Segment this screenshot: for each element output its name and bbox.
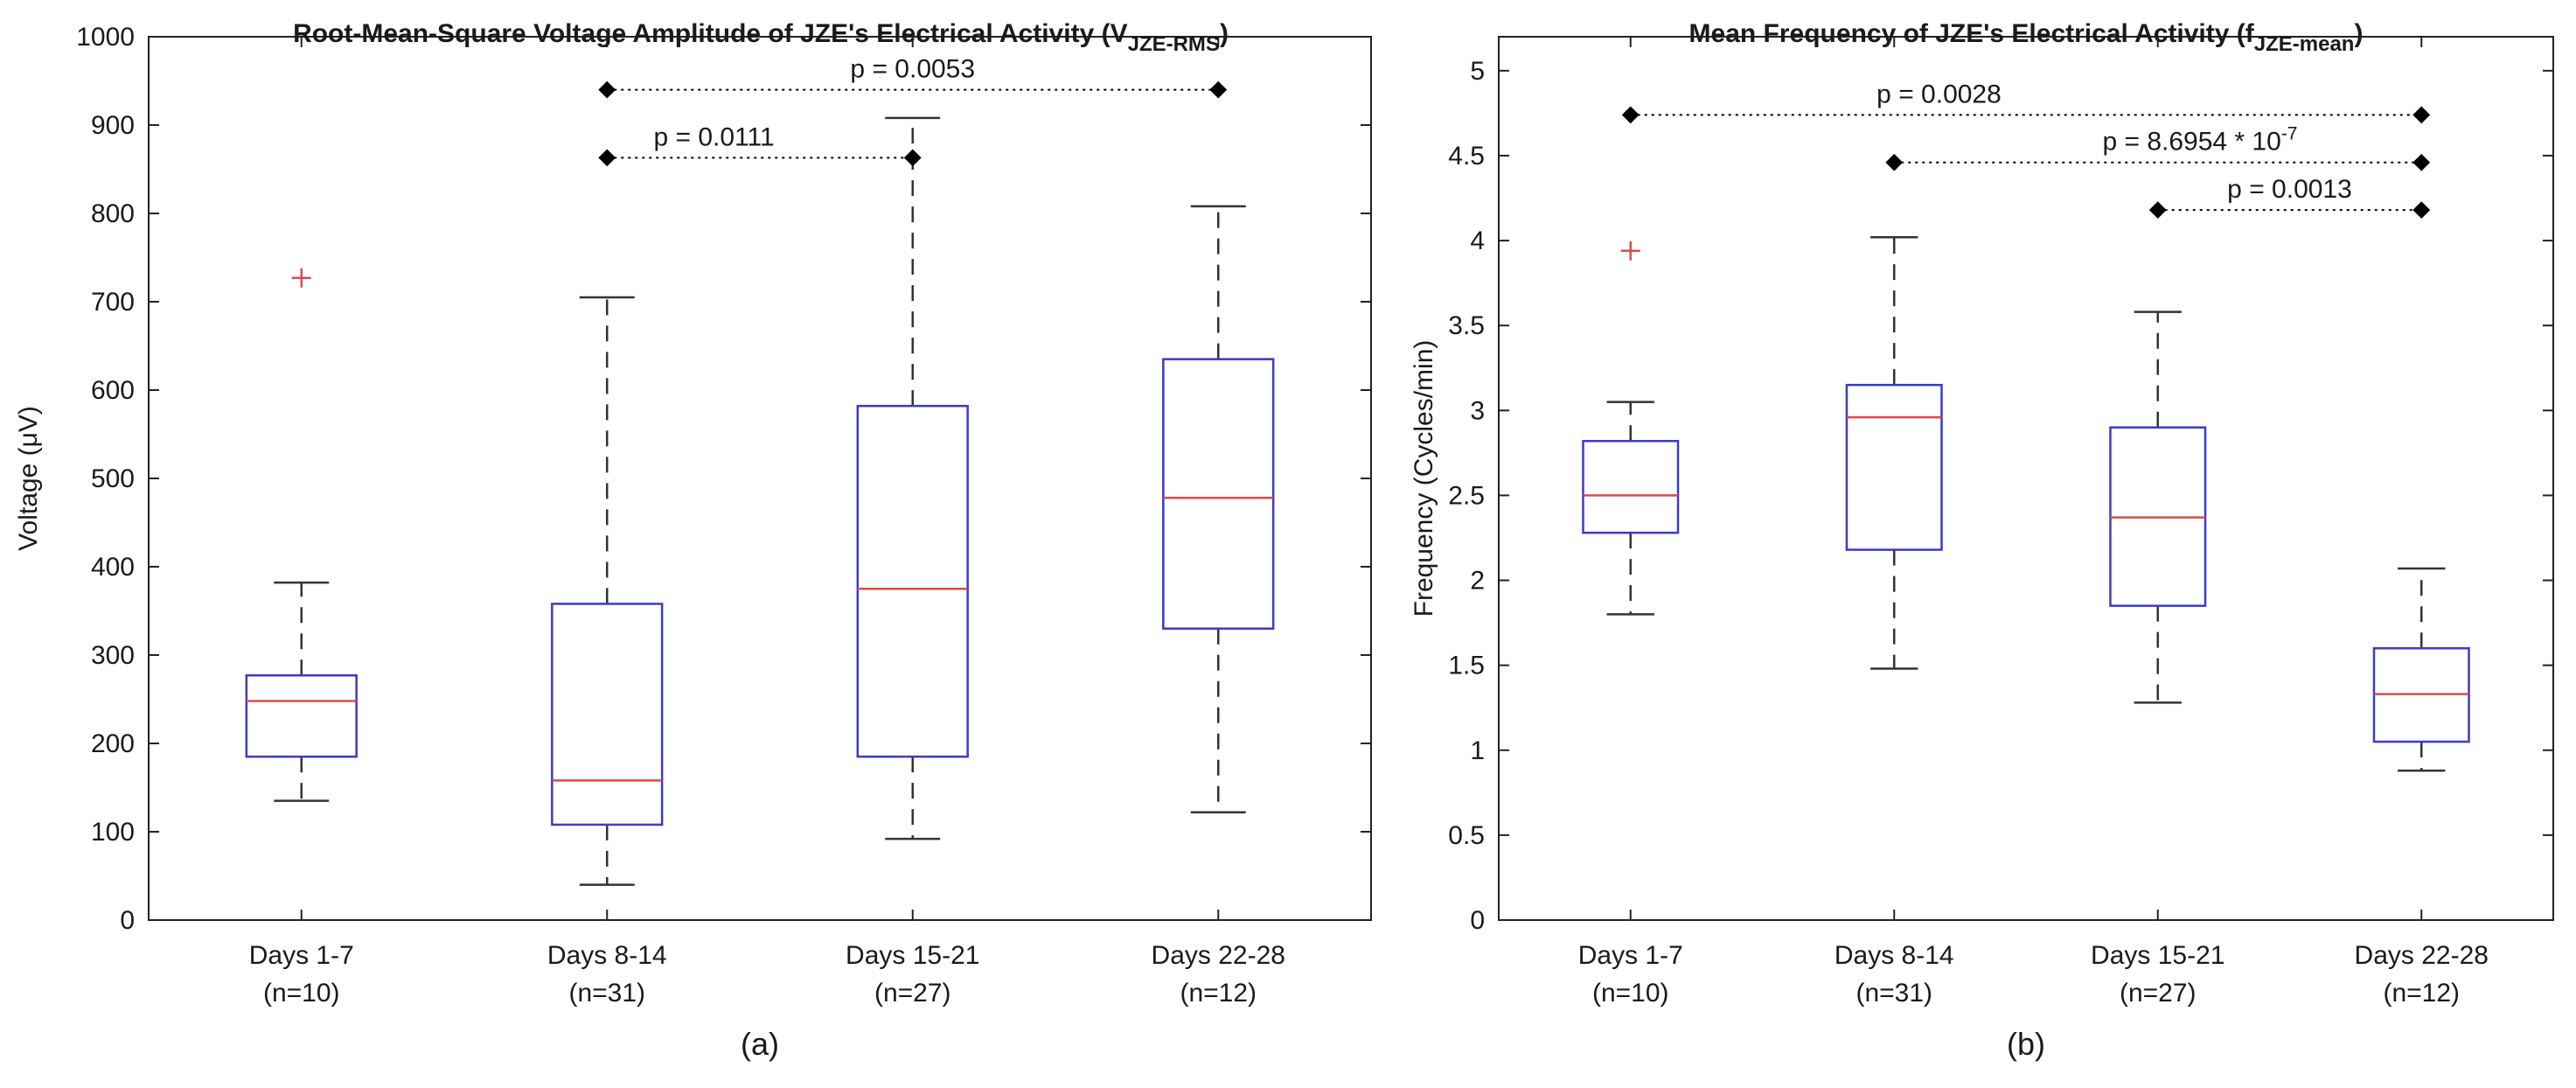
p-value-label: p = 0.0013: [2227, 175, 2352, 204]
x-tick-label: Days 22-28: [1152, 941, 1285, 970]
iqr-box: [1845, 383, 1943, 551]
x-tick-label: Days 15-21: [2091, 941, 2224, 970]
x-count-label: (n=31): [1855, 979, 1932, 1008]
iqr-box: [551, 603, 664, 826]
x-count-label: (n=27): [874, 979, 951, 1008]
x-count-label: (n=10): [263, 979, 340, 1008]
box-3: [856, 116, 969, 840]
significance-marker: [1209, 80, 1228, 99]
y-tick-label: 200: [91, 729, 135, 758]
y-tick-label: 500: [91, 464, 135, 493]
y-tick-label: 2: [1470, 567, 1485, 596]
panel-label: (a): [741, 1026, 779, 1062]
y-tick-label: 4: [1470, 227, 1485, 255]
y-axis-label: Voltage (μV): [14, 406, 43, 551]
significance-marker: [2412, 153, 2431, 171]
y-tick-label: 5: [1470, 57, 1485, 86]
box-4: [1162, 205, 1275, 814]
significance-marker: [903, 149, 922, 167]
y-axis-label: Frequency (Cycles/min): [1410, 340, 1438, 617]
x-count-label: (n=27): [2120, 979, 2197, 1008]
chart-panel-a: 0 100 200 300 400 500 600 700 800 900 1000 Days 1-7…: [14, 19, 1372, 1062]
box-1: [245, 268, 358, 802]
panel-label: (b): [2007, 1026, 2045, 1062]
y-tick-label: 0: [1470, 906, 1485, 935]
box-2: [551, 296, 664, 886]
x-tick-label: Days 1-7: [1578, 941, 1683, 970]
p-value-label: p = 8.6954 * 10-7: [2102, 124, 2297, 157]
significance-bracket-1: p = 0.0053: [598, 55, 1228, 99]
y-tick-label: 0: [120, 906, 135, 935]
y-tick-label: 400: [91, 553, 135, 582]
x-count-label: (n=12): [2383, 979, 2460, 1008]
title-close: ): [2354, 19, 2363, 48]
p-value-label: p = 0.0028: [1876, 80, 2002, 108]
plot-frame: [148, 36, 1372, 921]
significance-bracket-3: p = 0.0013: [2148, 175, 2431, 220]
x-tick-label: Days 1-7: [249, 941, 354, 970]
y-tick-label: 1000: [76, 23, 135, 52]
y-tick-label: 800: [91, 199, 135, 228]
significance-marker: [2412, 106, 2431, 124]
significance-bracket-1: p = 0.0028: [1621, 80, 2431, 124]
p-value-exponent: -7: [2281, 124, 2298, 144]
y-tick-label: 1.5: [1448, 652, 1485, 680]
outlier-marker: [291, 268, 311, 288]
y-tick-label: 900: [91, 111, 135, 140]
iqr-box: [856, 404, 969, 758]
x-count-label: (n=10): [1592, 979, 1669, 1008]
title-close: ): [1220, 19, 1229, 48]
x-tick-label: Days 22-28: [2355, 941, 2489, 970]
x-count-label: (n=12): [1180, 979, 1257, 1008]
significance-marker: [1885, 153, 1904, 171]
x-count-label: (n=31): [568, 979, 645, 1008]
significance-marker: [2148, 201, 2167, 220]
y-tick-label: 700: [91, 288, 135, 317]
y-tick-label: 2.5: [1448, 481, 1485, 510]
p-value-label: p = 0.0053: [850, 55, 975, 84]
box-1: [1582, 241, 1680, 616]
y-tick-label: 4.5: [1448, 142, 1485, 171]
iqr-box: [1582, 440, 1680, 534]
chart-panel-b: 0 0.5 1 1.5 2 2.5 3 3.5 4 4.5 5 Days 1-7 (n=10) Days …: [1410, 19, 2554, 1062]
y-tick-label: 300: [91, 641, 135, 670]
box-2: [1845, 235, 1943, 670]
x-tick-label: Days 15-21: [846, 941, 979, 970]
outlier-marker: [1620, 241, 1640, 261]
title-subscript: JZE-RMS: [1128, 32, 1220, 56]
plot-frame: [1498, 36, 2554, 921]
significance-marker: [1621, 106, 1640, 124]
significance-bracket-2: p = 0.0111: [598, 122, 922, 167]
significance-marker: [2412, 201, 2431, 220]
significance-marker: [598, 149, 616, 167]
iqr-box: [1162, 358, 1275, 630]
y-tick-label: 100: [91, 818, 135, 847]
chart-title: Mean Frequency of JZE's Electrical Activ…: [1689, 19, 2364, 56]
y-tick-label: 600: [91, 376, 135, 405]
x-tick-label: Days 8-14: [1835, 941, 1954, 970]
significance-marker: [598, 80, 616, 99]
box-3: [2109, 310, 2207, 704]
p-value-label: p = 0.0111: [653, 122, 774, 151]
y-tick-label: 1: [1470, 736, 1485, 765]
box-4: [2372, 567, 2470, 772]
significance-bracket-2: p = 8.6954 * 10-7: [1885, 124, 2431, 171]
iqr-box: [245, 673, 358, 758]
y-tick-label: 0.5: [1448, 821, 1485, 850]
title-subscript: JZE-mean: [2254, 32, 2355, 56]
x-tick-label: Days 8-14: [547, 941, 667, 970]
y-tick-label: 3: [1470, 396, 1485, 425]
y-tick-label: 3.5: [1448, 311, 1485, 340]
chart-title: Root-Mean-Square Voltage Amplitude of JZ…: [293, 19, 1229, 56]
